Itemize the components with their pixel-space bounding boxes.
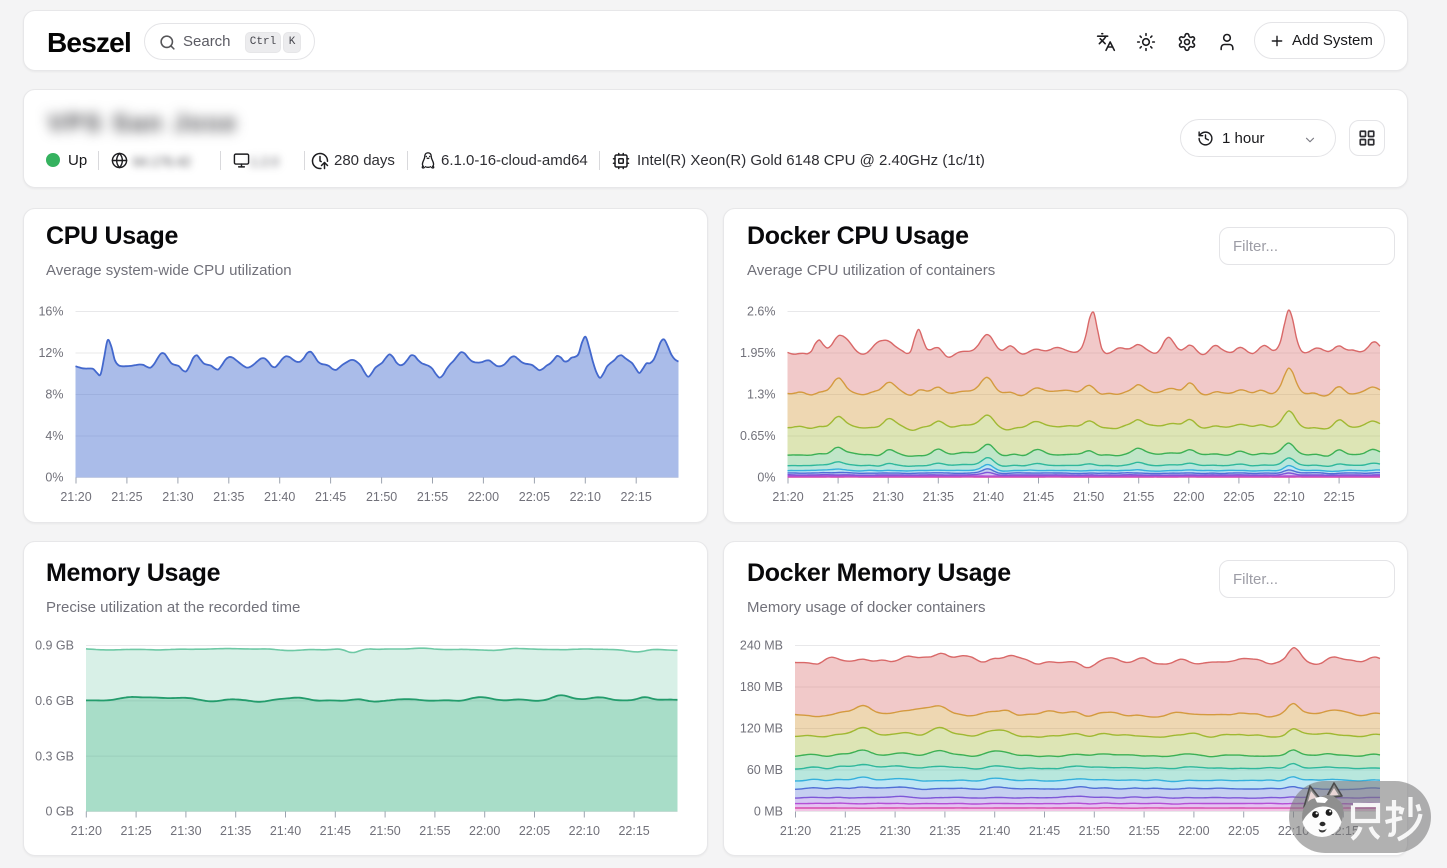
svg-text:21:25: 21:25 [830, 824, 861, 838]
svg-text:21:50: 21:50 [369, 824, 400, 838]
svg-text:12%: 12% [38, 346, 63, 360]
svg-text:22:00: 22:00 [469, 824, 500, 838]
svg-text:0.3 GB: 0.3 GB [35, 749, 74, 763]
svg-text:21:40: 21:40 [973, 490, 1004, 504]
svg-text:180 MB: 180 MB [740, 680, 783, 694]
svg-text:21:35: 21:35 [923, 490, 954, 504]
svg-text:21:55: 21:55 [419, 824, 450, 838]
svg-text:22:15: 22:15 [618, 824, 649, 838]
svg-text:21:40: 21:40 [979, 824, 1010, 838]
svg-text:21:20: 21:20 [780, 824, 811, 838]
svg-text:0 MB: 0 MB [754, 805, 783, 819]
svg-text:22:05: 22:05 [519, 824, 550, 838]
svg-text:0%: 0% [757, 471, 775, 485]
svg-text:22:15: 22:15 [1323, 490, 1354, 504]
svg-text:8%: 8% [45, 388, 63, 402]
svg-text:21:50: 21:50 [1079, 824, 1110, 838]
svg-text:22:00: 22:00 [1173, 490, 1204, 504]
svg-text:21:45: 21:45 [315, 490, 346, 504]
svg-text:21:30: 21:30 [170, 824, 201, 838]
svg-text:21:20: 21:20 [71, 824, 102, 838]
svg-text:21:55: 21:55 [1123, 490, 1154, 504]
svg-text:21:50: 21:50 [366, 490, 397, 504]
svg-text:21:20: 21:20 [60, 490, 91, 504]
svg-text:2.6%: 2.6% [747, 305, 776, 319]
svg-text:21:45: 21:45 [1023, 490, 1054, 504]
svg-text:22:05: 22:05 [1228, 824, 1259, 838]
svg-text:21:30: 21:30 [879, 824, 910, 838]
svg-text:22:10: 22:10 [1273, 490, 1304, 504]
svg-text:1.95%: 1.95% [740, 346, 775, 360]
svg-text:21:20: 21:20 [772, 490, 803, 504]
svg-text:21:45: 21:45 [1029, 824, 1060, 838]
svg-text:21:55: 21:55 [417, 490, 448, 504]
svg-text:0%: 0% [45, 471, 63, 485]
svg-text:0.6 GB: 0.6 GB [35, 694, 74, 708]
svg-text:21:40: 21:40 [264, 490, 295, 504]
svg-text:240 MB: 240 MB [740, 639, 783, 653]
svg-text:22:05: 22:05 [1223, 490, 1254, 504]
svg-text:4%: 4% [45, 429, 63, 443]
svg-text:21:30: 21:30 [873, 490, 904, 504]
svg-text:1.3%: 1.3% [747, 388, 776, 402]
svg-text:21:35: 21:35 [929, 824, 960, 838]
svg-text:21:45: 21:45 [320, 824, 351, 838]
svg-text:21:30: 21:30 [162, 490, 193, 504]
svg-text:21:25: 21:25 [120, 824, 151, 838]
svg-text:21:35: 21:35 [213, 490, 244, 504]
svg-text:120 MB: 120 MB [740, 722, 783, 736]
svg-text:21:35: 21:35 [220, 824, 251, 838]
svg-text:0 GB: 0 GB [46, 805, 75, 819]
svg-text:22:05: 22:05 [519, 490, 550, 504]
svg-text:22:00: 22:00 [468, 490, 499, 504]
svg-text:21:40: 21:40 [270, 824, 301, 838]
svg-text:22:10: 22:10 [570, 490, 601, 504]
svg-text:22:10: 22:10 [569, 824, 600, 838]
svg-text:0.65%: 0.65% [740, 429, 775, 443]
svg-text:60 MB: 60 MB [747, 763, 783, 777]
svg-text:0.9 GB: 0.9 GB [35, 639, 74, 653]
svg-text:22:00: 22:00 [1178, 824, 1209, 838]
svg-text:21:55: 21:55 [1128, 824, 1159, 838]
svg-text:16%: 16% [38, 305, 63, 319]
svg-text:22:15: 22:15 [621, 490, 652, 504]
svg-text:21:25: 21:25 [111, 490, 142, 504]
svg-text:21:25: 21:25 [822, 490, 853, 504]
svg-text:21:50: 21:50 [1073, 490, 1104, 504]
